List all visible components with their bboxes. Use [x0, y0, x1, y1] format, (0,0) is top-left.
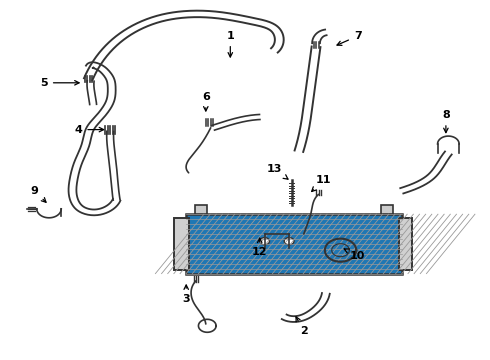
Text: 1: 1 — [226, 31, 234, 57]
Bar — [174, 218, 189, 270]
Text: 6: 6 — [202, 92, 210, 111]
Circle shape — [260, 238, 270, 245]
Bar — [186, 214, 402, 274]
Text: 13: 13 — [267, 164, 288, 179]
Bar — [399, 218, 412, 270]
Text: 12: 12 — [252, 238, 268, 257]
Text: 9: 9 — [30, 186, 46, 202]
Text: 10: 10 — [344, 249, 366, 261]
Circle shape — [284, 238, 294, 245]
Text: 11: 11 — [312, 175, 331, 192]
Text: 5: 5 — [40, 78, 79, 88]
Bar — [195, 205, 207, 214]
Bar — [186, 214, 402, 274]
Text: 7: 7 — [337, 31, 362, 45]
Text: 3: 3 — [182, 285, 190, 304]
Text: 4: 4 — [74, 125, 103, 135]
Bar — [186, 214, 402, 274]
Text: 2: 2 — [296, 317, 308, 336]
Text: 8: 8 — [442, 110, 450, 132]
Bar — [381, 205, 393, 214]
